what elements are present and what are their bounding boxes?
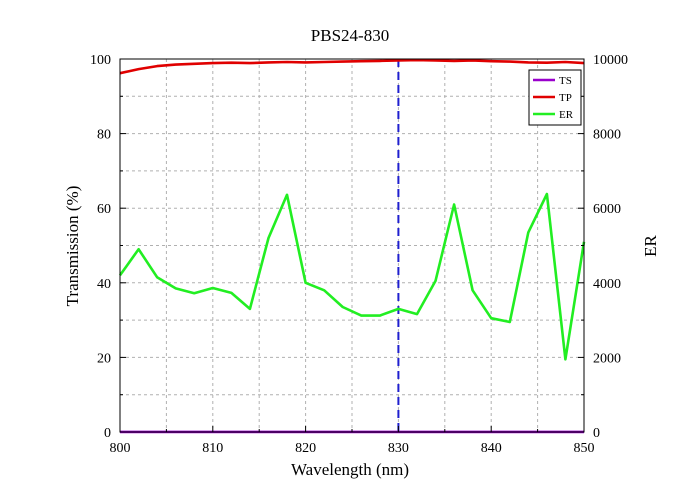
grid — [120, 59, 584, 432]
y2-tick-label: 2000 — [593, 351, 621, 366]
series-line-er — [118, 192, 586, 361]
y2-tick-label: 4000 — [593, 277, 621, 292]
x-tick-label: 800 — [110, 441, 131, 456]
y-tick-label: 40 — [97, 277, 111, 292]
y2-tick-label: 0 — [593, 426, 600, 441]
legend-label-tp: TP — [559, 92, 572, 104]
y-tick-label: 20 — [97, 351, 111, 366]
legend-label-ts: TS — [559, 75, 572, 87]
x-tick-label: 820 — [295, 441, 316, 456]
x-tick-label: 830 — [388, 441, 409, 456]
y2-tick-label: 6000 — [593, 202, 621, 217]
y-axis-label: Transmission (%) — [63, 186, 82, 307]
legend: TS TP ER — [528, 69, 582, 126]
x-tick-label: 850 — [574, 441, 595, 456]
y2-axis-label: ER — [641, 234, 660, 256]
y-tick-label: 60 — [97, 202, 111, 217]
y-tick-label: 100 — [90, 53, 111, 68]
x-axis-label: Wavelength (nm) — [291, 460, 409, 479]
series-line-tp — [119, 58, 585, 75]
chart-title: PBS24-830 — [311, 26, 389, 45]
y2-tick-label: 10000 — [593, 53, 628, 68]
x-tick-label: 840 — [481, 441, 502, 456]
tick-layer: 800 810 820 830 840 8500204060801000200040006… — [90, 53, 628, 456]
legend-label-er: ER — [559, 109, 574, 121]
x-tick-label: 810 — [202, 441, 223, 456]
y-tick-label: 80 — [97, 128, 111, 143]
y2-tick-label: 8000 — [593, 128, 621, 143]
y-tick-label: 0 — [104, 426, 111, 441]
